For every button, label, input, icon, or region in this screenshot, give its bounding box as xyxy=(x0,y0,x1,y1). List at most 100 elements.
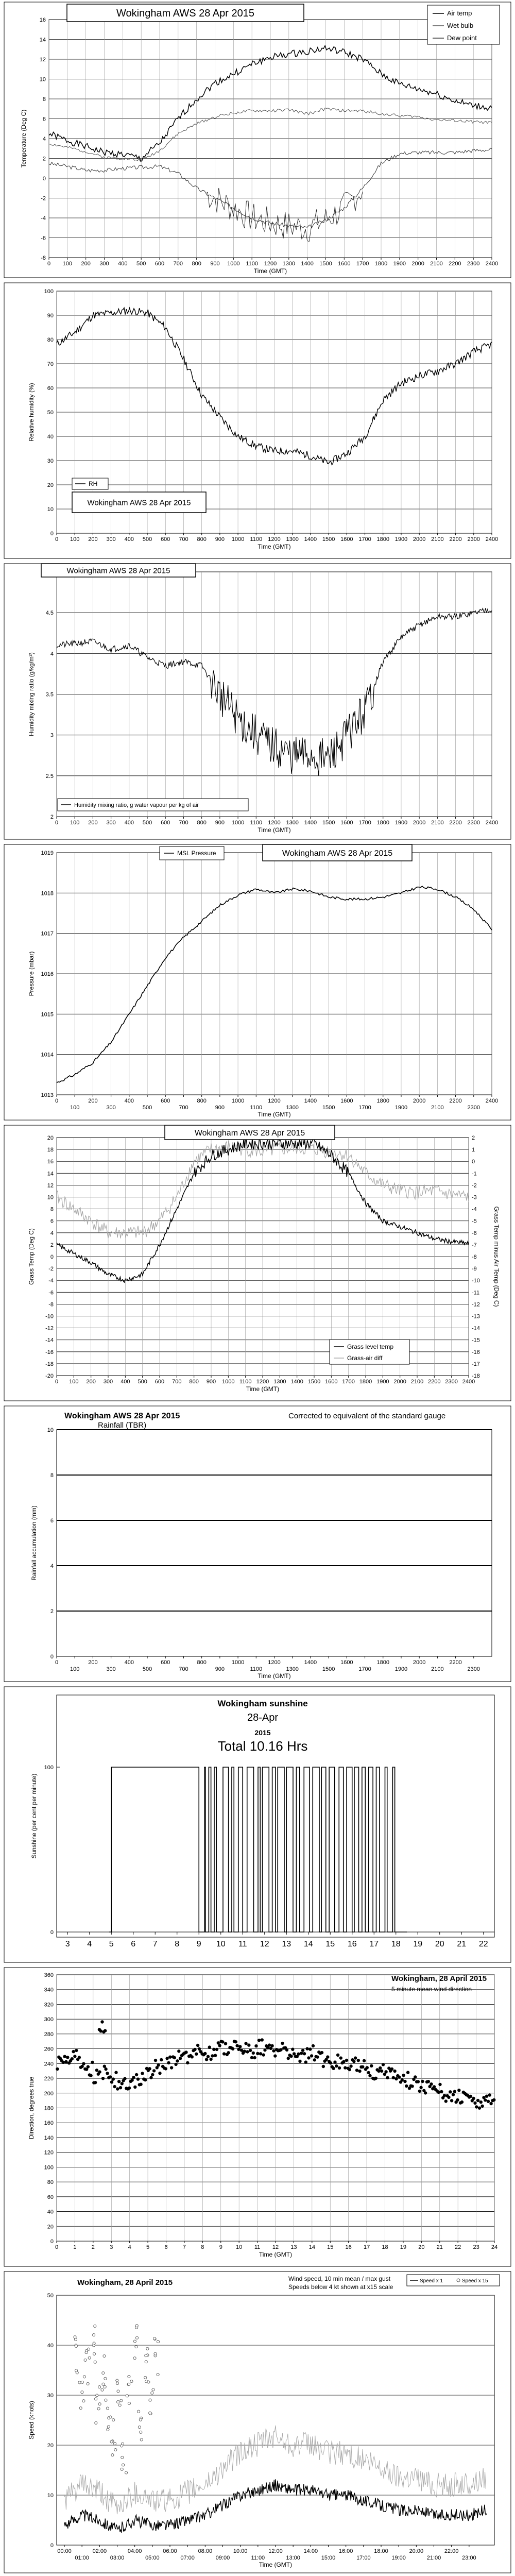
x-tick-label: 1200 xyxy=(264,261,277,267)
y-tick-label: -20 xyxy=(45,1373,54,1379)
x-tick-label: 2300 xyxy=(468,1105,480,1111)
direction-point xyxy=(267,2043,271,2047)
legend-label: Speed x 15 xyxy=(462,2278,488,2284)
x-tick-label: 700 xyxy=(174,261,183,267)
speed-x15-point xyxy=(116,2389,120,2393)
direction-point xyxy=(167,2061,170,2065)
direction-point xyxy=(169,2066,174,2070)
x-tick-label: 400 xyxy=(125,1659,134,1666)
direction-point xyxy=(211,2054,214,2058)
direction-point xyxy=(297,2052,300,2056)
x-tick-label: 2000 xyxy=(413,1659,425,1666)
y-tick-label: 40 xyxy=(47,2209,54,2215)
direction-point xyxy=(384,2070,388,2074)
direction-point xyxy=(486,2099,490,2103)
direction-point xyxy=(203,2052,207,2056)
x-tick-label: 2300 xyxy=(468,820,480,826)
direction-point xyxy=(273,2054,277,2058)
x-tick-label: 900 xyxy=(207,1379,216,1385)
direction-point xyxy=(390,2067,394,2071)
y2-tick-label: 2 xyxy=(472,1135,475,1141)
direction-point xyxy=(165,2057,169,2060)
y-tick-label: -6 xyxy=(48,1290,54,1296)
speed-x15-point xyxy=(92,2333,96,2337)
direction-point xyxy=(349,2064,353,2068)
x-tick-label: 1300 xyxy=(286,536,298,543)
direction-point xyxy=(335,2064,338,2068)
speed-x15-point xyxy=(80,2391,84,2394)
x-tick-label: 12 xyxy=(272,2244,279,2250)
x-tick-label: 2400 xyxy=(486,536,498,543)
x-tick-label: 300 xyxy=(106,536,115,543)
direction-point xyxy=(414,2075,417,2079)
x-tick-label: 13 xyxy=(282,1940,291,1948)
x-tick-label: 2000 xyxy=(393,1379,406,1385)
x-tick-label: 900 xyxy=(215,820,225,826)
y2-tick-label: -18 xyxy=(472,1373,480,1379)
series-line-wet-bulb xyxy=(48,107,492,162)
x-tick-label: 1600 xyxy=(340,820,353,826)
x-tick-label: 800 xyxy=(197,536,206,543)
y-tick-label: 4 xyxy=(50,1230,54,1236)
direction-point xyxy=(218,2044,221,2047)
x-tick-label: 0 xyxy=(55,536,58,543)
x-tick-label: 21:00 xyxy=(427,2555,441,2561)
speed-x15-point xyxy=(130,2380,133,2383)
grass-temperature-chart: -20 -18 -16 -14 -12 -10 -8 -6 -4 -2 0 2 4 6 8 10 12 14 16 1… xyxy=(0,1123,515,1404)
y-tick-label: -4 xyxy=(48,1278,54,1284)
direction-point xyxy=(114,2071,118,2074)
temperature-chart-svg: -8 -6 -4 -2 0 2 4 6 8 10 12 14 16 0 100 200 300 400 500 600… xyxy=(4,2,511,278)
direction-point xyxy=(352,2060,356,2063)
y-tick-label: 320 xyxy=(44,2002,54,2008)
direction-point xyxy=(259,2052,263,2056)
speed-x15-point xyxy=(144,2360,148,2364)
x-tick-label: 500 xyxy=(143,1666,152,1672)
x-tick-label: 1100 xyxy=(250,1105,262,1111)
wind-speed-chart: 0 10 20 30 40 50 00:00 01:00 02:00 03:00 04:00 05:0… xyxy=(0,2269,515,2576)
y-tick-label: 360 xyxy=(44,1972,54,1978)
speed-x15-point xyxy=(156,2340,160,2344)
direction-point xyxy=(257,2039,261,2042)
y-tick-label: 120 xyxy=(44,2150,54,2156)
direction-point xyxy=(285,2048,289,2052)
x-tick-label: 2000 xyxy=(413,536,425,543)
direction-point xyxy=(237,2047,241,2051)
y-tick-label: 14 xyxy=(40,37,46,43)
direction-point xyxy=(348,2067,351,2072)
x-tick-label: 3 xyxy=(110,2244,113,2250)
speed-x15-point xyxy=(146,2347,149,2350)
x-tick-label: 1800 xyxy=(359,1379,372,1385)
title-box xyxy=(41,563,196,578)
direction-point xyxy=(253,2056,256,2060)
direction-point xyxy=(206,2055,210,2058)
direction-point xyxy=(160,2058,163,2062)
x-tick-label: 700 xyxy=(172,1379,181,1385)
speed-x15-point xyxy=(92,2352,96,2355)
x-tick-label: 1700 xyxy=(358,536,371,543)
direction-point xyxy=(173,2056,176,2060)
y2-tick-label: -17 xyxy=(472,1361,480,1367)
y-axis-label: Speed (knots) xyxy=(28,2401,35,2439)
panel-border xyxy=(4,2,511,278)
y-tick-label: 0 xyxy=(50,531,54,537)
direction-point xyxy=(101,2077,105,2080)
direction-point xyxy=(406,2071,410,2074)
direction-point xyxy=(176,2059,179,2063)
direction-point xyxy=(476,2098,480,2103)
y-tick-label: 16 xyxy=(40,17,46,23)
direction-point xyxy=(304,2060,307,2064)
x-tick-label: 2100 xyxy=(411,1379,423,1385)
speed-x15-point xyxy=(78,2381,81,2384)
direction-point xyxy=(383,2072,386,2076)
direction-point xyxy=(270,2044,274,2048)
x-tick-label: 200 xyxy=(86,1379,95,1385)
x-tick-label: 1100 xyxy=(246,261,258,267)
x-tick-label: 1800 xyxy=(377,536,389,543)
direction-point xyxy=(279,2048,283,2052)
direction-point xyxy=(243,2049,246,2053)
direction-point xyxy=(221,2040,225,2044)
direction-point xyxy=(130,2078,134,2082)
direction-point xyxy=(246,2050,249,2054)
x-tick-label: 08:00 xyxy=(198,2548,213,2554)
